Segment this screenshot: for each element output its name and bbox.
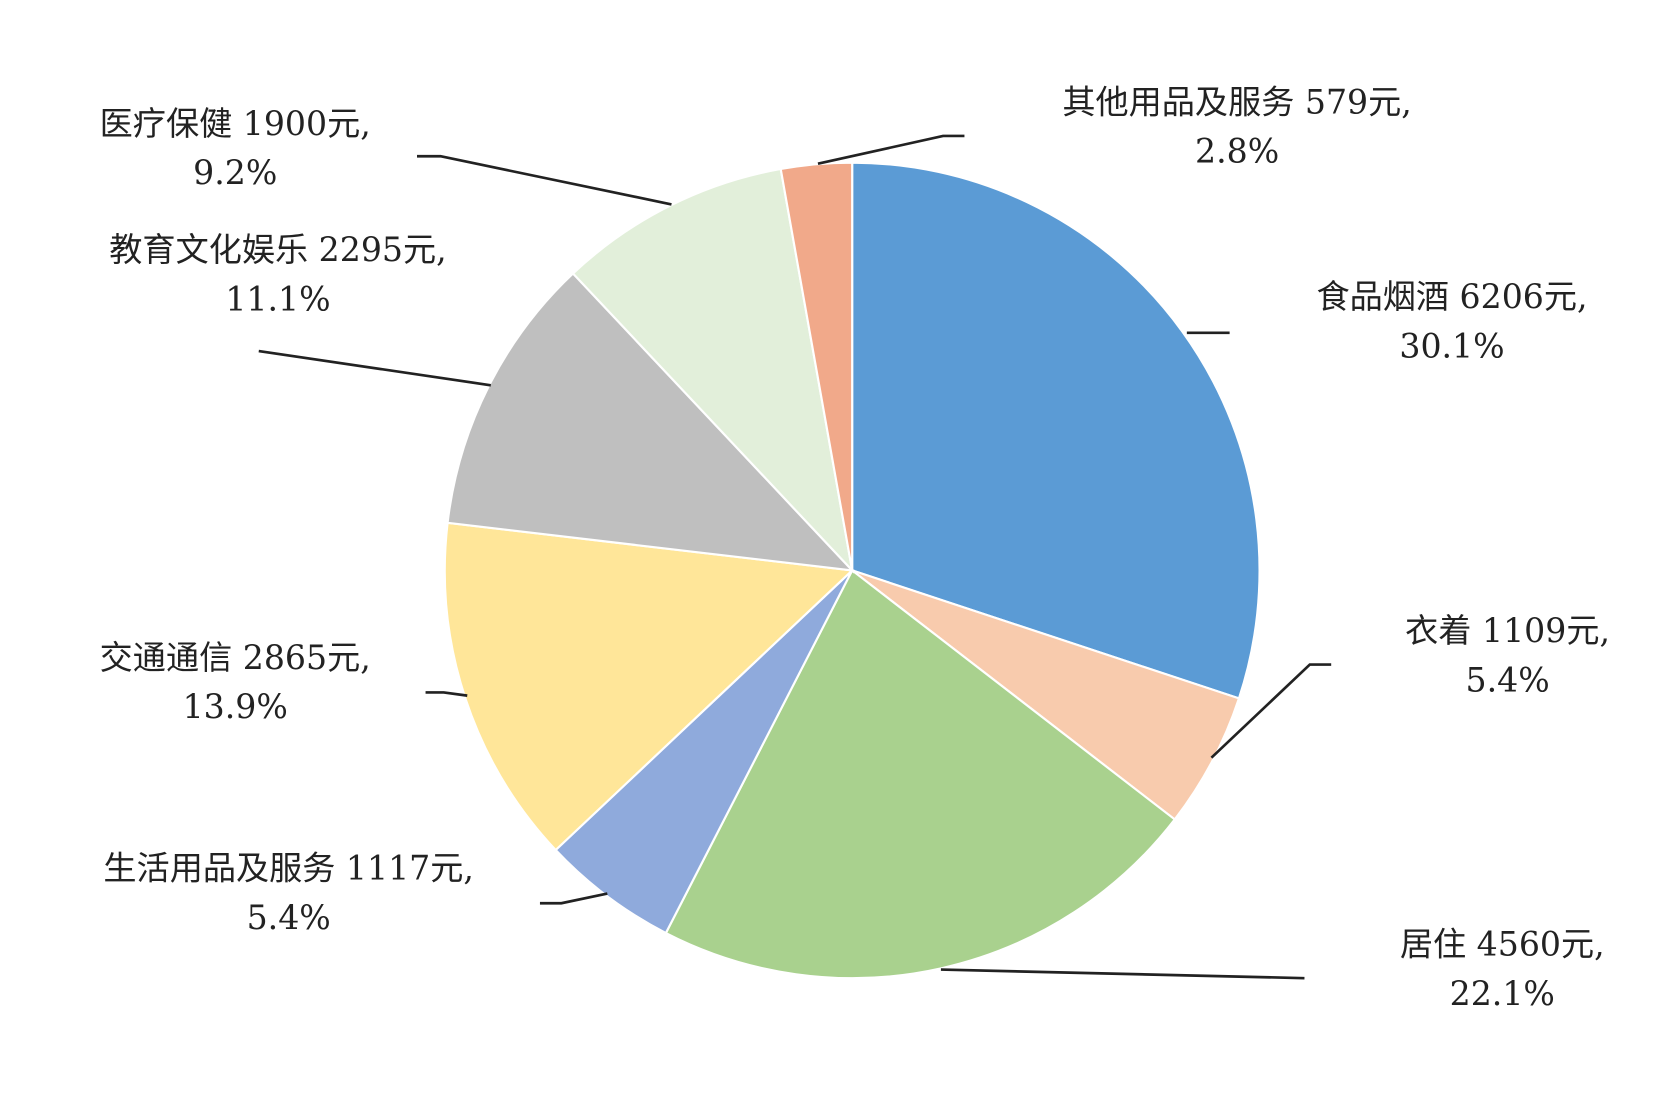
pie-slice-7 (779, 161, 854, 571)
leader-line-4 (425, 691, 468, 697)
data-label-value-7: 其他用品及服务 579元, (1062, 82, 1411, 121)
leader-line-5 (258, 349, 491, 387)
pie-slice-3 (554, 569, 854, 935)
leader-line-1 (1210, 663, 1332, 759)
data-label-value-1: 衣着 1109元, (1405, 611, 1610, 650)
data-label-value-3: 生活用品及服务 1117元, (103, 849, 474, 888)
data-label-percent-6: 9.2% (193, 153, 277, 192)
data-label-percent-1: 5.4% (1466, 660, 1550, 699)
pie-slice-5 (446, 271, 855, 572)
leader-line-7 (817, 134, 965, 166)
data-label-value-2: 居住 4560元, (1400, 925, 1605, 964)
pie-slice-6 (571, 167, 854, 574)
leader-line-6 (417, 154, 672, 206)
data-label-value-5: 教育文化娱乐 2295元, (109, 230, 446, 269)
data-label-value-4: 交通通信 2865元, (100, 638, 371, 677)
pie-slice-1 (851, 569, 1241, 821)
data-label-value-6: 医疗保健 1900元, (100, 104, 371, 143)
data-label-percent-7: 2.8% (1195, 132, 1279, 171)
pie-slice-0 (851, 161, 1261, 700)
data-label-percent-4: 13.9% (183, 687, 288, 726)
leader-line-2 (940, 968, 1305, 980)
data-label-percent-3: 5.4% (247, 898, 331, 937)
pie-slice-4 (443, 521, 855, 852)
data-label-percent-0: 30.1% (1399, 326, 1504, 365)
pie-slice-2 (664, 568, 1177, 980)
leader-line-3 (539, 892, 608, 905)
data-label-percent-5: 11.1% (225, 279, 330, 318)
data-label-percent-2: 22.1% (1450, 974, 1555, 1013)
data-label-value-0: 食品烟酒 6206元, (1316, 277, 1587, 316)
